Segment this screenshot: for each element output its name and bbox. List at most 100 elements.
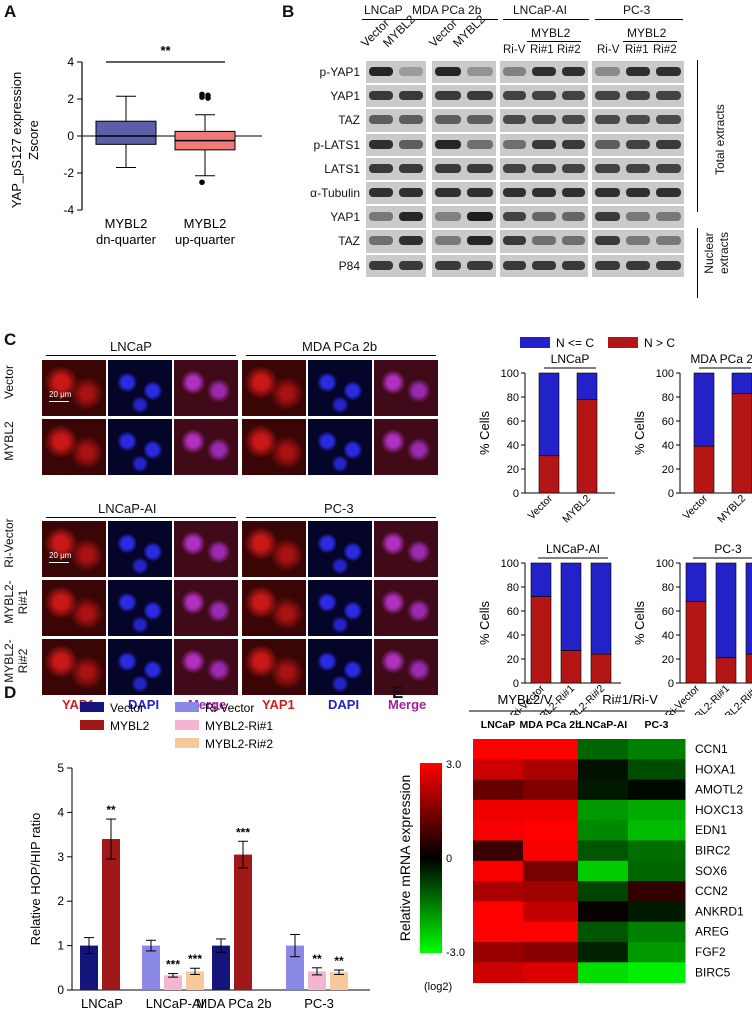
heatmap-cell	[628, 881, 686, 902]
group-rule	[46, 355, 236, 356]
bar-n-le-c	[538, 372, 560, 457]
group-label: MYBL2	[105, 216, 148, 231]
group-label-2: dn-quarter	[96, 232, 157, 247]
heatmap-cell	[523, 759, 579, 781]
gene-label: SOX6	[695, 864, 727, 878]
legend-swatch	[175, 720, 199, 730]
legend-swatch	[80, 702, 104, 712]
micrograph-tile	[374, 639, 438, 695]
micrograph-tile	[242, 360, 306, 416]
blot-band	[503, 236, 527, 246]
blot-band	[369, 115, 393, 125]
micrograph-tile	[108, 521, 172, 577]
x-group-label: LNCaP	[81, 996, 123, 1011]
blot-band	[399, 67, 423, 76]
blot-strip	[366, 109, 426, 132]
legend-swatch	[80, 720, 104, 730]
outlier-point	[199, 179, 205, 186]
blot-band	[399, 188, 423, 197]
blot-band	[399, 139, 423, 149]
blot-band	[532, 212, 556, 222]
blot-band	[656, 115, 681, 125]
heatmap-cell	[628, 759, 686, 781]
y-tick-label: 3	[57, 850, 64, 864]
y-tick-label: 80	[662, 582, 674, 594]
bar-n-gt-c	[530, 596, 552, 684]
stain-label: YAP1	[262, 697, 295, 712]
bar-n-gt-c	[685, 601, 707, 684]
bar-n-gt-c	[560, 650, 582, 684]
heatmap-cell	[523, 942, 579, 963]
blot-band	[625, 139, 651, 149]
scale-unit: (log2)	[424, 981, 452, 993]
image-row-label: MYBL2-Ri#1	[2, 580, 30, 624]
lane-label: Ri#1	[530, 44, 554, 56]
legend-label: N <= C	[556, 336, 594, 350]
heatmap-header: MYBL2/V	[498, 692, 553, 707]
micrograph-tile	[174, 521, 238, 577]
blot-band	[503, 139, 527, 149]
blot-band	[503, 91, 527, 101]
blot-band	[503, 188, 527, 197]
blot-band	[532, 236, 556, 246]
gene-label: HOXA1	[695, 762, 736, 776]
heatmap-cell	[473, 921, 524, 943]
micrograph-tile	[308, 639, 372, 695]
group-label: LNCaP	[364, 3, 403, 17]
blot-band	[399, 115, 423, 125]
column-label: PC-3	[645, 719, 669, 731]
outlier-point	[199, 94, 205, 100]
blot-strip	[432, 230, 496, 253]
chart-title: PC-3	[714, 542, 742, 556]
blot-band	[467, 115, 493, 125]
heatmap-cell	[523, 901, 579, 923]
blot-band	[369, 260, 393, 270]
image-row-label: Vector	[2, 364, 16, 400]
y-tick-label: 20	[507, 464, 519, 476]
blot-band	[532, 115, 556, 125]
sub-group-label: MYBL2	[531, 26, 571, 40]
scale-tick-label: 3.0	[446, 759, 461, 771]
blot-band	[595, 260, 620, 270]
blot-band	[595, 212, 620, 222]
x-group-label: LNCaP-AI	[146, 996, 205, 1011]
blot-band	[532, 91, 556, 101]
blot-band	[532, 188, 556, 197]
blot-row-label: α-Tubulin	[310, 186, 360, 200]
blot-row-label: P84	[338, 258, 360, 273]
legend-label: MYBL2	[110, 719, 150, 733]
blot-band	[399, 260, 423, 270]
micrograph-tile	[174, 419, 238, 475]
legend-swatch	[520, 337, 550, 348]
y-tick-label: 40	[507, 630, 519, 642]
bar-n-gt-c	[590, 653, 612, 684]
blot-band	[467, 139, 493, 149]
heatmap-header: Ri#1/Ri-V	[602, 692, 658, 707]
blot-row-label: YAP1	[330, 89, 360, 104]
y-tick-label: 100	[501, 558, 519, 570]
blot-band	[656, 163, 681, 173]
image-row-label: Ri-Vector	[2, 518, 16, 568]
bar-n-le-c	[693, 372, 715, 447]
blot-strip	[432, 109, 496, 132]
y-axis-label: YAP_pS127 expression	[9, 72, 24, 208]
panel-c-microscopy: LNCaP MDA PCa 2b LNCaP-AI PC-3 Vector MYBL2 Ri…	[2, 339, 438, 712]
micrograph-tile	[308, 419, 372, 475]
heatmap-cell	[578, 820, 629, 841]
lane-label: Ri-V	[597, 44, 620, 56]
legend-label: MYBL2-Ri#1	[205, 719, 273, 733]
micrograph-tile	[42, 360, 106, 416]
heatmap-cell	[628, 840, 686, 862]
image-group-title: LNCaP	[110, 339, 152, 354]
blot-band	[435, 236, 461, 246]
legend-label: Ri-Vector	[205, 701, 254, 715]
bar	[212, 945, 230, 990]
y-tick-label: 40	[662, 440, 674, 452]
stain-label: DAPI	[328, 697, 360, 712]
blot-band	[561, 188, 585, 197]
column-label: LNCaP-AI	[579, 719, 628, 731]
panel-a-boxplot: 4 2 0 -2 -4 YAP_pS127 expression Zscore ** MYBL2…	[9, 43, 262, 247]
column-label: LNCaP	[481, 719, 515, 731]
image-group-title: MDA PCa 2b	[302, 339, 378, 354]
blot-band	[503, 163, 527, 173]
